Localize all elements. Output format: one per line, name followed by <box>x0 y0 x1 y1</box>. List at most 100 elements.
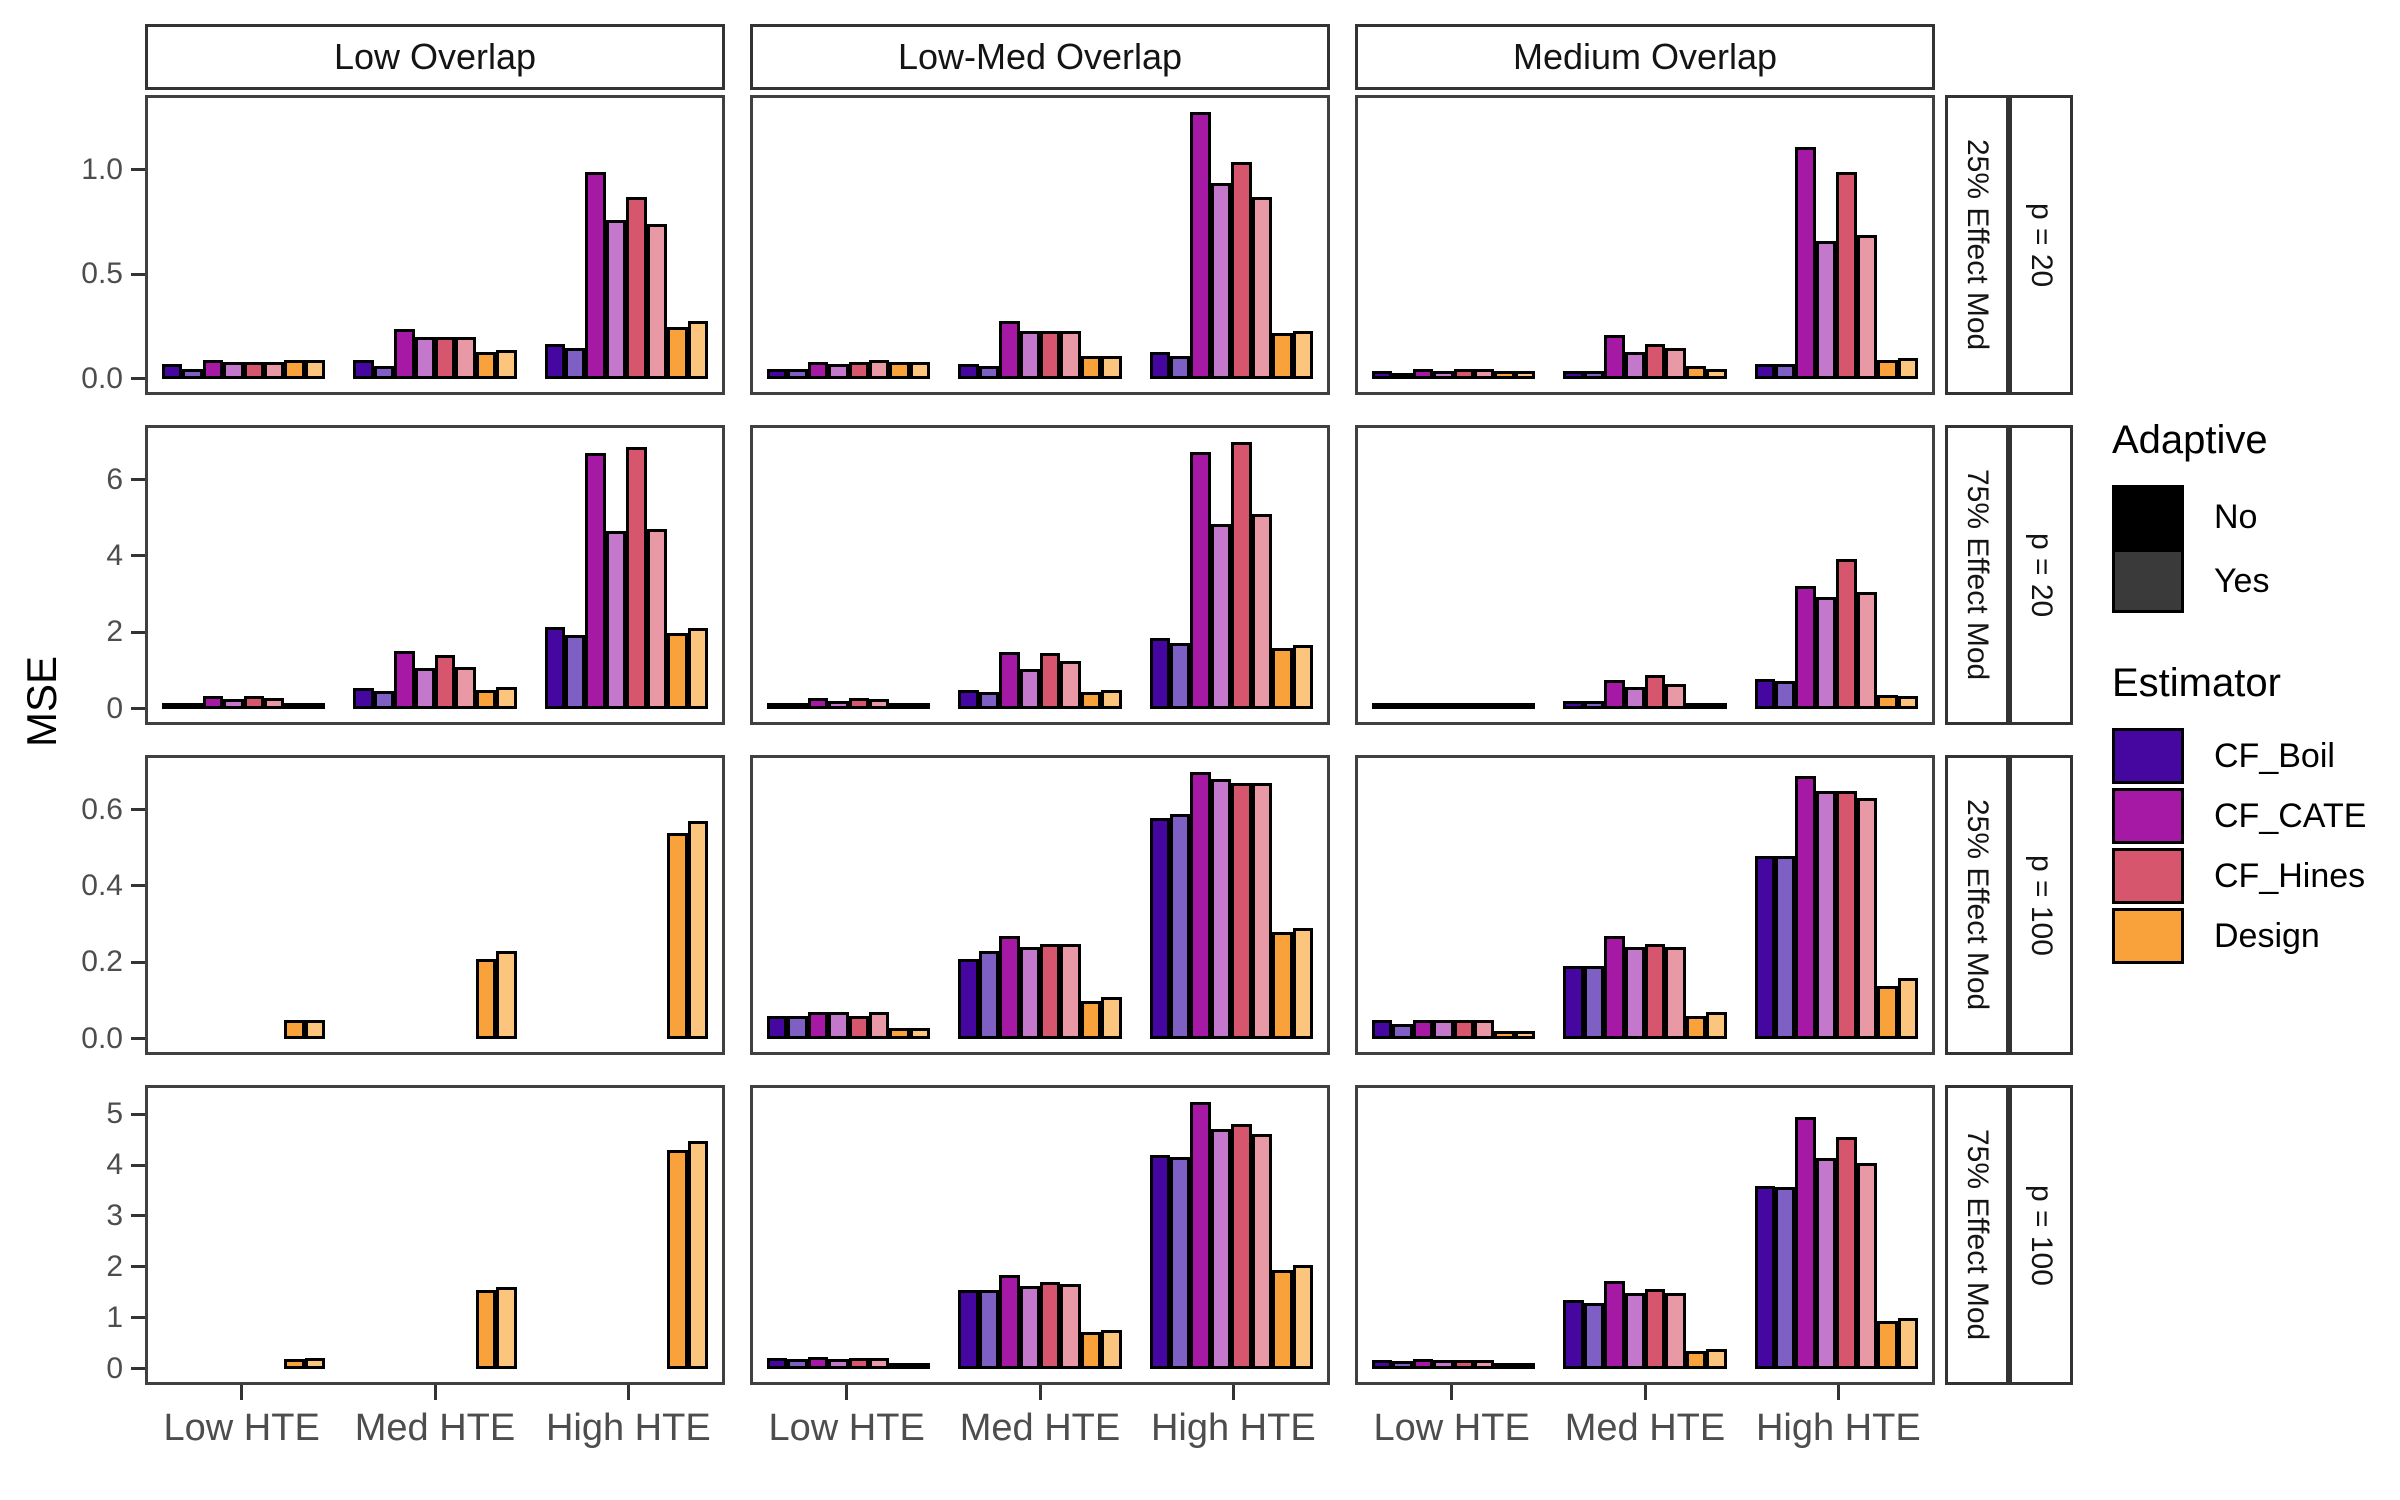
y-tick-mark <box>131 1367 145 1371</box>
bar-cf_cate <box>585 172 606 379</box>
bar-cf_cate <box>414 337 435 379</box>
bar-design <box>1494 1363 1515 1369</box>
bar-cf_cate <box>999 320 1020 379</box>
bar-cf_hines <box>1060 330 1081 379</box>
y-tick-mark <box>131 1037 145 1041</box>
bar-design <box>1514 1363 1536 1369</box>
bar-design <box>889 703 910 709</box>
bar-design <box>1080 356 1102 379</box>
bar-design <box>1272 333 1293 379</box>
bar-cf_hines <box>1251 1133 1273 1369</box>
bar-group-high-hte <box>545 1088 709 1369</box>
bar-cf_boil <box>353 360 374 379</box>
bar-cf_cate <box>807 697 829 709</box>
bar-cf_boil <box>1371 703 1393 709</box>
bar-cf_cate <box>1433 1360 1454 1369</box>
bar-cf_boil <box>958 958 979 1039</box>
bar-cf_boil <box>353 688 374 709</box>
bar-group-high-hte <box>1149 428 1314 709</box>
legend-adaptive-item-no: No <box>2112 485 2400 549</box>
y-tick-mark <box>131 168 145 172</box>
y-tick-label: 1.0 <box>81 152 123 186</box>
bar-design <box>1292 928 1314 1039</box>
bar-group-high-hte <box>1754 98 1919 379</box>
facet-panel-r1c2 <box>1355 425 1935 725</box>
bar-group-low-hte <box>161 98 326 379</box>
bar-design <box>1514 370 1536 379</box>
bar-cf_boil <box>978 951 1000 1039</box>
bar-group-med-hte <box>958 1088 1122 1369</box>
y-tick-label: 0.4 <box>81 868 123 902</box>
legend-estimator-item-cf_boil: CF_Boil <box>2112 728 2400 784</box>
bar-cf_boil <box>1392 1360 1413 1369</box>
bar-cf_cate <box>1795 586 1816 709</box>
bar-cf_cate <box>1624 351 1645 379</box>
facet-panel-r3c2 <box>1355 1085 1935 1385</box>
bar-group-med-hte <box>353 428 517 709</box>
y-tick-label: 4 <box>106 538 123 572</box>
bar-cf_cate <box>1815 241 1837 379</box>
x-tick-label: Med HTE <box>959 1407 1121 1449</box>
bar-cf_boil <box>1169 813 1191 1039</box>
bar-design <box>1897 358 1919 379</box>
bar-cf_cate <box>1815 1157 1837 1369</box>
bar-group-high-hte <box>545 758 709 1039</box>
bar-cf_boil <box>564 634 586 709</box>
facet-strip-col-0: Low Overlap <box>145 24 725 90</box>
bar-design <box>889 1363 910 1369</box>
y-tick-label: 4 <box>106 1148 123 1181</box>
bar-design <box>1101 356 1122 379</box>
legend-group-estimator: CF_Boil CF_CATE CF_Hines Design <box>2112 728 2400 964</box>
bar-design <box>909 362 931 379</box>
bar-cf_boil <box>1392 372 1413 379</box>
bar-cf_boil <box>564 347 586 379</box>
legend-adaptive-label: No <box>2214 497 2258 536</box>
bar-cf_boil <box>958 689 979 709</box>
bar-cf_hines <box>243 362 265 379</box>
bar-cf_boil <box>766 368 788 379</box>
bar-group-low-hte <box>1371 98 1536 379</box>
bar-design <box>909 703 931 709</box>
bar-cf_cate <box>1433 1019 1454 1039</box>
bar-design <box>475 958 497 1039</box>
bar-cf_hines <box>1231 161 1252 379</box>
bar-cf_hines <box>455 667 476 709</box>
bar-cf_cate <box>1190 771 1211 1039</box>
bar-cf_hines <box>1836 1137 1857 1369</box>
bar-group-low-hte <box>162 1088 326 1369</box>
bar-cf_cate <box>202 695 224 709</box>
bar-cf_hines <box>1060 943 1081 1039</box>
y-tick-mark <box>131 1214 145 1218</box>
facet-strip-col-2: Medium Overlap <box>1355 24 1935 90</box>
bar-group-med-hte <box>353 758 517 1039</box>
bar-cf_hines <box>1856 798 1878 1039</box>
bar-cf_cate <box>1795 775 1816 1039</box>
bar-group-high-hte <box>1149 98 1314 379</box>
bar-cf_cate <box>807 362 829 379</box>
y-tick-mark <box>131 377 145 381</box>
bar-cf_hines <box>1644 1288 1666 1369</box>
x-tick-mark <box>626 1385 630 1400</box>
bar-cf_hines <box>1474 703 1495 709</box>
bar-cf_boil <box>1754 1185 1775 1369</box>
bar-cf_cate <box>999 1274 1020 1369</box>
bar-group-low-hte <box>161 428 326 709</box>
facet-strip-p-row-1: p = 20 <box>2009 425 2073 725</box>
bar-cf_hines <box>646 224 668 379</box>
bar-cf_hines <box>1856 234 1878 379</box>
x-tick-label: Med HTE <box>1564 1407 1726 1449</box>
y-tick-mark <box>131 478 145 482</box>
bar-cf_boil <box>544 343 565 379</box>
bar-design <box>1272 932 1293 1039</box>
bar-design <box>1877 695 1898 709</box>
bar-cf_boil <box>766 1357 788 1369</box>
bar-cf_hines <box>1039 652 1061 709</box>
bar-cf_cate <box>1210 182 1232 379</box>
bar-cf_cate <box>828 700 849 709</box>
y-tick-label: 0 <box>106 691 123 725</box>
y-tick-mark <box>131 630 145 634</box>
bar-design <box>1706 368 1727 379</box>
y-tick-mark <box>131 1112 145 1116</box>
bar-group-med-hte <box>1563 1088 1727 1369</box>
